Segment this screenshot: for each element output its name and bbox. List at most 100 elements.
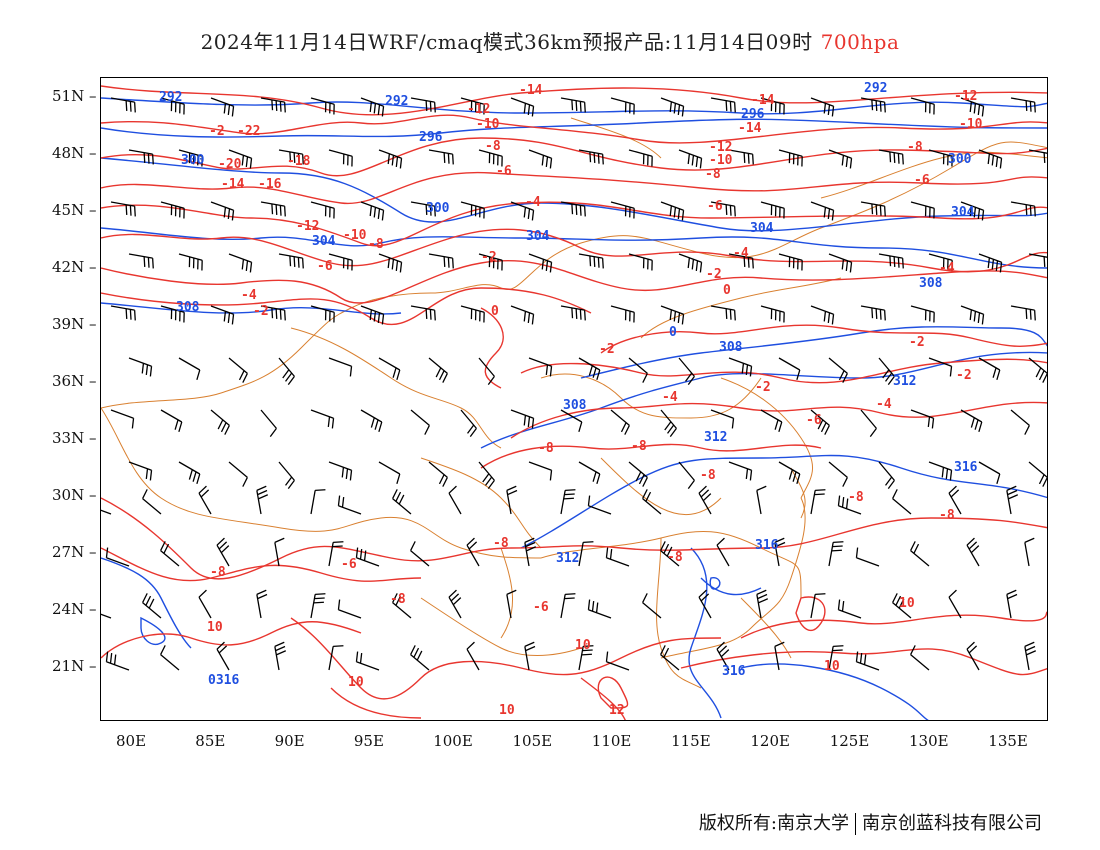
wind-barb [778,149,803,167]
wind-barb [756,589,769,619]
wind-barb [1010,97,1036,113]
temperature-label: -14 [221,177,245,192]
wind-barb [698,589,712,619]
wind-barb [948,485,962,515]
wind-barb [560,489,576,515]
title-main: 2024年11月14日WRF/cmaq模式36km预报产品:11月14日09时 [200,30,813,54]
wind-barb [1010,305,1036,321]
wind-barb [260,409,277,438]
wind-barb [628,149,653,167]
temperature-label: -4 [662,390,678,405]
wind-barb [910,201,935,219]
wind-barb [228,461,248,487]
temperature-label: -2 [706,267,722,282]
height-label: 316 [755,538,779,553]
wind-barb [860,97,886,113]
temperature-label: -18 [287,154,311,169]
wind-barb [1006,485,1019,515]
lat-label: 45N – [52,201,97,219]
height-label: 296 [419,130,443,145]
wind-barb [978,461,1001,485]
temperature-label: 0 [723,283,731,298]
wind-barb [778,461,801,485]
temperature-label: -20 [218,157,242,172]
wind-barb [260,305,286,321]
wind-barb [310,489,326,515]
wind-barb [760,201,785,219]
height-label: 308 [563,398,587,413]
wind-barb [160,97,185,115]
wind-barb [110,201,136,217]
temperature-label: -4 [241,288,257,303]
temperature-contour [101,259,1047,304]
wind-barb [310,97,335,115]
wind-barb [228,357,248,383]
wind-barb [256,589,268,619]
wind-barb [878,149,904,165]
temperature-label: -6 [317,259,333,274]
map-title: 2024年11月14日WRF/cmaq模式36km预报产品:11月14日09时 7… [0,26,1100,55]
border-line [660,497,806,659]
wind-barb [760,97,785,115]
lon-label: 135E [988,732,1028,750]
wind-barb [178,149,203,167]
height-contour [480,351,1047,449]
wind-barb [448,589,462,619]
wind-barb [142,489,162,515]
wind-barb [216,641,230,671]
wind-barb [710,409,735,429]
temperature-label: -8 [667,550,683,565]
temperature-label: -8 [907,140,923,155]
wind-barb [110,409,135,429]
temperature-label: -12 [467,102,490,117]
wind-barb [274,641,287,671]
temperature-label: -6 [707,199,723,214]
wind-barb [510,97,535,117]
temperature-label: -22 [237,124,260,139]
wind-barb [578,461,601,485]
wind-barb [392,593,412,619]
lat-label: 27N – [52,543,97,561]
wind-barb [560,201,586,217]
wind-barb [310,201,335,219]
temperature-label: -2 [956,368,972,383]
wind-barb [760,409,783,433]
temperature-label: -10 [959,117,983,132]
border-line [290,327,502,449]
wind-barb [478,253,503,271]
temperature-contour [740,611,1047,639]
wind-barb [710,201,736,217]
temperature-label: -8 [939,508,955,523]
wind-barb [178,461,201,485]
wind-barb [810,97,835,117]
lon-label: 125E [829,732,870,750]
wind-barb [1028,149,1047,163]
wind-barb [1024,537,1035,567]
wind-barb [328,357,353,377]
wind-barb [728,149,754,165]
province-borders [101,117,1047,689]
temperature-contour [101,547,422,582]
wind-barb [160,201,185,219]
wind-barb [128,149,154,165]
height-contour [709,576,721,590]
wind-barb [910,305,935,323]
wind-barb [101,613,112,619]
wind-barb [660,541,680,567]
wind-barb [610,97,635,115]
copyright: 版权所有:南京大学 南京创蓝科技有限公司 [699,809,1042,835]
temperature-label: -10 [343,228,367,243]
height-contour [101,97,1047,115]
lat-label: 48N – [52,144,97,162]
temperature-label: -2 [481,250,497,265]
wind-barb [105,651,130,671]
wind-barb [410,305,436,321]
wind-barb [678,461,695,490]
wind-barb [810,489,826,515]
wind-barb [1010,201,1036,217]
wind-barb [178,357,201,381]
temperature-label: -2 [599,342,615,357]
temperature-label: -2 [253,304,269,319]
temperature-contour [680,648,1047,676]
wind-barb [355,547,380,567]
